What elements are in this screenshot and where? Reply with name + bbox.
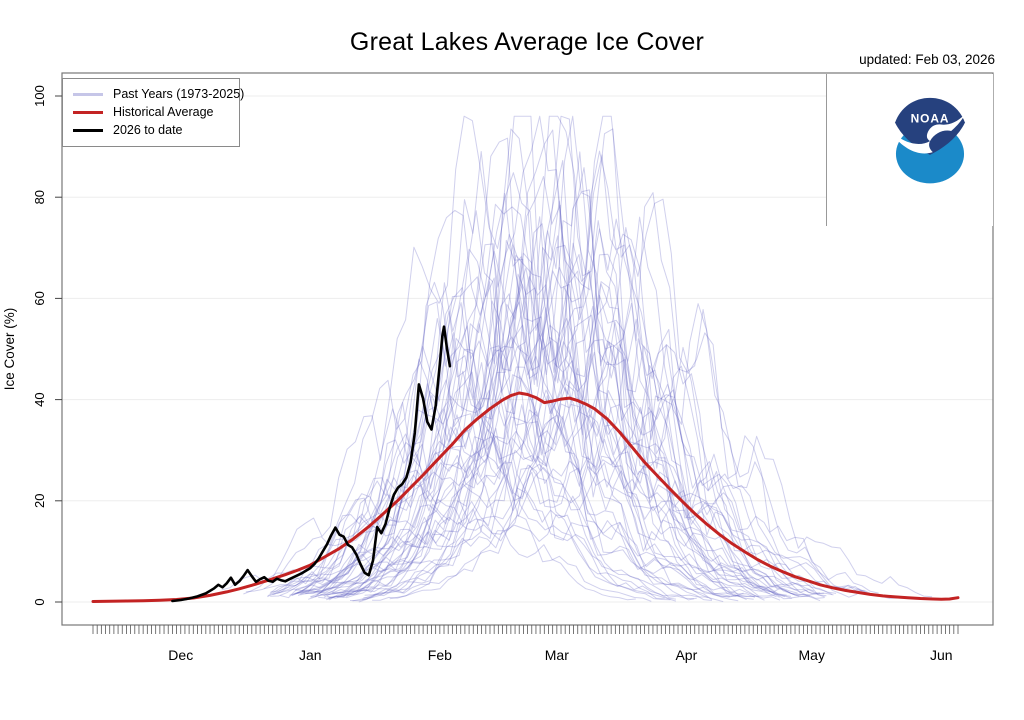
past-year-line — [358, 514, 652, 603]
y-tick-label: 100 — [32, 85, 47, 107]
past-year-line — [269, 203, 780, 598]
past-year-line — [270, 318, 730, 597]
past-year-line — [364, 361, 800, 599]
past-year-line — [293, 250, 771, 595]
past-year-line — [318, 472, 636, 601]
past-year-line — [323, 318, 759, 598]
past-year-line — [270, 151, 814, 593]
logo-sky-shape — [895, 97, 965, 155]
historical-average-line-swatch — [73, 110, 103, 114]
past-year-line — [297, 216, 858, 598]
x-month-label: Mar — [545, 647, 569, 663]
y-tick-label: 20 — [32, 494, 47, 508]
past-year-line — [346, 341, 898, 599]
x-month-label: Jan — [299, 647, 322, 663]
past-year-line — [280, 348, 665, 599]
x-month-label: Apr — [675, 647, 697, 663]
past-year-line — [310, 375, 712, 601]
current-year-line — [171, 325, 452, 603]
gull-left-wing-icon — [892, 134, 933, 154]
gull-right-wing-icon — [926, 114, 965, 142]
past-year-line — [389, 406, 825, 600]
y-tick-label: 40 — [32, 392, 47, 406]
noaa-logo-text: NOAA — [911, 112, 950, 126]
past-year-line — [320, 374, 755, 598]
legend: Past Years (1973-2025) Historical Averag… — [62, 78, 244, 147]
past-year-line — [291, 167, 827, 597]
y-tick-label: 80 — [32, 190, 47, 204]
legend-label: 2026 to date — [113, 123, 183, 137]
past-year-line — [352, 464, 754, 602]
past-year-line — [267, 154, 837, 597]
past-year-line — [295, 128, 864, 594]
past-year-line — [272, 239, 824, 596]
past-year-line — [297, 345, 708, 599]
past-year-line — [263, 115, 833, 595]
legend-item-past-years: Past Years (1973-2025) — [63, 85, 244, 103]
y-tick-label: 60 — [32, 291, 47, 305]
past-year-line — [363, 395, 765, 601]
legend-item-2026-to-date: 2026 to date — [63, 121, 239, 139]
past-year-line — [328, 421, 747, 601]
past-year-line — [245, 172, 798, 594]
past-year-line — [314, 235, 809, 598]
past-year-line — [328, 428, 697, 601]
past-year-line — [327, 461, 671, 601]
past-year-line — [340, 324, 793, 600]
past-year-line — [273, 115, 868, 595]
past-year-line — [326, 367, 821, 602]
past-year-line — [277, 282, 713, 601]
y-tick-label: 0 — [32, 598, 47, 605]
x-month-label: Dec — [168, 647, 193, 663]
updated-timestamp: updated: Feb 03, 2026 — [859, 52, 995, 67]
x-month-label: May — [799, 647, 825, 663]
y-axis: 0 20 40 60 80 100 Ice Cover (%) — [2, 85, 62, 606]
past-year-line — [300, 267, 777, 598]
past-year-line — [267, 210, 744, 598]
past-year-line — [305, 192, 933, 598]
chart-title: Great Lakes Average Ice Cover — [349, 28, 705, 56]
y-axis-title: Ice Cover (%) — [2, 308, 17, 391]
x-month-label: Feb — [428, 647, 452, 663]
past-year-line — [331, 294, 834, 596]
past-year-line — [362, 455, 739, 602]
x-month-label: Jun — [930, 647, 953, 663]
data-series-lines — [91, 325, 960, 603]
past-year-line — [326, 434, 694, 601]
past-year-line — [323, 150, 826, 598]
past-year-line — [310, 301, 787, 598]
past-year-line — [296, 284, 740, 597]
past-year-line — [332, 314, 776, 597]
legend-label: Past Years (1973-2025) — [113, 87, 245, 101]
past-year-line — [316, 266, 811, 597]
current-year-line-swatch — [73, 128, 103, 132]
legend-item-historical-average: Historical Average — [63, 103, 239, 121]
past-year-line — [349, 487, 677, 602]
past-year-line — [295, 276, 756, 598]
past-year-line — [372, 495, 724, 603]
legend-label: Historical Average — [113, 105, 214, 119]
past-year-line — [221, 115, 866, 593]
past-year-line — [289, 252, 791, 597]
past-years-line-swatch — [73, 92, 103, 96]
past-year-line — [336, 389, 781, 601]
past-year-line — [308, 397, 676, 600]
past-years-lines — [221, 115, 933, 603]
noaa-logo: NOAA — [885, 97, 975, 187]
x-axis: Dec Jan Feb Mar Apr May Jun — [92, 625, 959, 663]
